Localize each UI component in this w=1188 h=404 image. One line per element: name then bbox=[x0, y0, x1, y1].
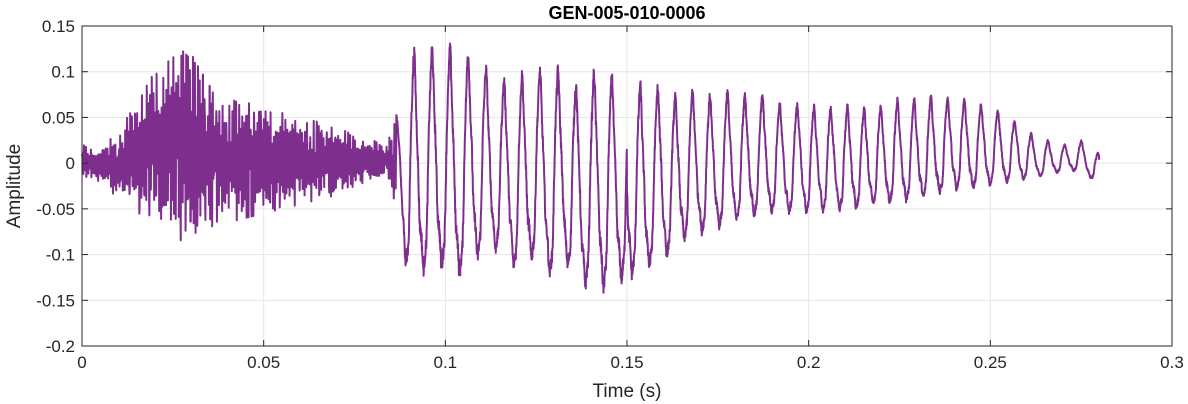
y-tick-label: -0.1 bbox=[46, 246, 75, 265]
x-axis-ticks: 0 0.05 0.1 0.15 0.2 0.25 0.3 bbox=[77, 26, 1184, 372]
x-tick-label: 0.1 bbox=[434, 353, 458, 372]
y-tick-label: 0.15 bbox=[42, 17, 75, 36]
x-axis-label: Time (s) bbox=[593, 381, 662, 402]
x-tick-label: 0.3 bbox=[1160, 353, 1184, 372]
waveform-line bbox=[81, 42, 1101, 294]
x-tick-label: 0.05 bbox=[247, 353, 280, 372]
y-tick-label: -0.2 bbox=[46, 337, 75, 356]
y-axis-ticks: -0.2 -0.15 -0.1 -0.05 0 0.05 0.1 0.15 bbox=[36, 17, 1172, 356]
x-tick-label: 0.2 bbox=[797, 353, 821, 372]
y-axis-label: Amplitude bbox=[4, 144, 25, 229]
y-tick-label: 0 bbox=[66, 154, 75, 173]
x-tick-label: 0.15 bbox=[610, 353, 643, 372]
x-tick-label: 0.25 bbox=[974, 353, 1007, 372]
y-tick-label: 0.1 bbox=[51, 63, 75, 82]
y-tick-label: 0.05 bbox=[42, 108, 75, 127]
y-tick-label: -0.15 bbox=[36, 291, 75, 310]
y-tick-label: -0.05 bbox=[36, 200, 75, 219]
signal-trace bbox=[81, 42, 1101, 294]
chart-title: GEN-005-010-0006 bbox=[548, 3, 705, 23]
x-tick-label: 0 bbox=[77, 353, 86, 372]
